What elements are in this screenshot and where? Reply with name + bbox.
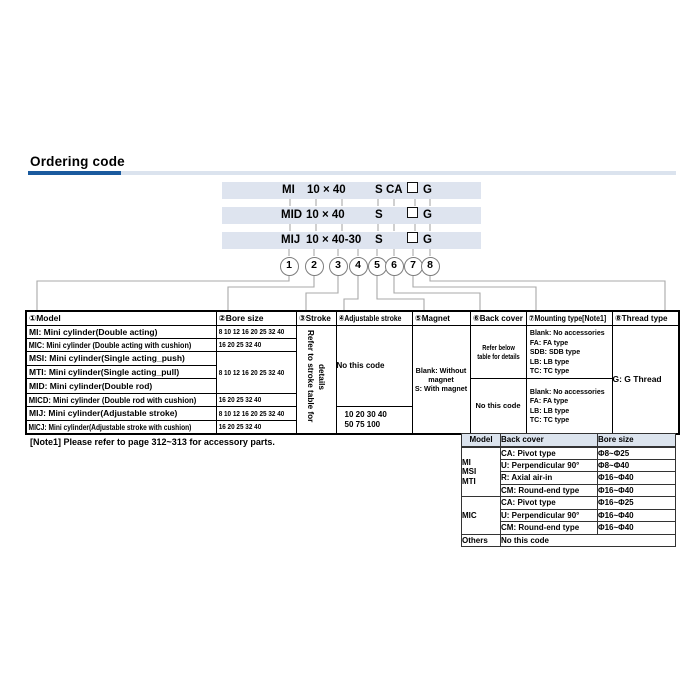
thread-type-cell: G: G Thread bbox=[611, 324, 680, 434]
connector-2 bbox=[227, 276, 315, 310]
code-thread: G bbox=[423, 184, 432, 196]
back-cover-accessory-table: Model Back cover Bore size MI MSI MTI CA… bbox=[461, 433, 676, 547]
bore-cell: 16 20 25 32 40 bbox=[215, 420, 297, 434]
code-thread: G bbox=[423, 234, 432, 246]
title-underline bbox=[28, 171, 676, 175]
adjustable-stroke-values-cell: 10 20 30 40 50 75 100 bbox=[335, 405, 413, 434]
acc-row-others: Others No this code bbox=[461, 533, 676, 547]
table-row-mti: MTI: Mini cylinder(Single acting_pull) bbox=[25, 365, 679, 379]
model-cell: MICD: Mini cylinder (Double rod with cus… bbox=[25, 392, 217, 407]
connector-3 bbox=[305, 276, 339, 310]
code-bore-stroke: 10 × 40-30 bbox=[306, 234, 362, 246]
header-model: ①Model bbox=[25, 310, 217, 326]
acc-header-model: Model bbox=[461, 433, 501, 448]
code-magnet: S bbox=[375, 209, 383, 221]
model-cell: MID: Mini cylinder(Double rod) bbox=[25, 378, 217, 394]
header-mounting-type: ⑦Mounting type[Note1] bbox=[525, 310, 613, 326]
footnote: [Note1] Please refer to page 312~313 for… bbox=[30, 437, 275, 447]
table-row-micd: MICD: Mini cylinder (Double rod with cus… bbox=[25, 392, 679, 407]
accessory-header-row: Model Back cover Bore size bbox=[461, 433, 676, 448]
model-cell: MICJ: Mini cylinder(Adjustable stroke wi… bbox=[25, 420, 217, 434]
code-bore-stroke: 10 × 40 bbox=[306, 209, 345, 221]
code-column-ticks bbox=[288, 199, 431, 256]
header-bore-size: ②Bore size bbox=[215, 310, 297, 326]
mounting-placeholder-box bbox=[407, 232, 418, 243]
order-code-row-1: MI 10 × 40 S CA G bbox=[222, 182, 481, 199]
connector-7 bbox=[412, 276, 537, 310]
mounting-type-bottom-cell: Blank: No accessories FA: FA type LB: LB… bbox=[525, 378, 613, 434]
callout-circle-1: 1 bbox=[279, 257, 299, 276]
callout-circle-2: 2 bbox=[304, 257, 324, 276]
callout-circle-3: 3 bbox=[328, 257, 348, 276]
code-model: MI bbox=[282, 184, 295, 196]
header-thread-type: ⑧Thread type bbox=[611, 310, 680, 326]
title-underline-accent bbox=[28, 171, 121, 175]
table-row-mi: MI: Mini cylinder(Double acting) 8 10 12… bbox=[25, 324, 680, 434]
bore-cell: 8 10 12 16 20 25 32 40 bbox=[215, 405, 297, 421]
bore-cell-merged: 8 10 12 16 20 25 32 40 bbox=[215, 350, 297, 394]
table-row-msi: MSI: Mini cylinder(Single acting_push) 8… bbox=[25, 350, 679, 394]
bore-cell: 16 20 25 32 40 bbox=[215, 392, 297, 407]
table-row-mij: MIJ: Mini cylinder(Adjustable stroke) 8 … bbox=[25, 405, 679, 434]
code-back-cover: CA bbox=[386, 184, 403, 196]
connector-6 bbox=[393, 276, 481, 310]
table-row-micj: MICJ: Mini cylinder(Adjustable stroke wi… bbox=[25, 420, 679, 434]
callout-circle-7: 7 bbox=[403, 257, 423, 276]
stroke-cell: Refer to stroke table for details bbox=[295, 324, 337, 434]
main-table-header-row: ①Model ②Bore size ③Stroke ④Adjustable st… bbox=[25, 310, 680, 326]
mounting-placeholder-box bbox=[407, 182, 418, 193]
back-cover-refer-cell: Refer below table for details bbox=[469, 324, 527, 379]
table-row-mid: MID: Mini cylinder(Double rod) No this c… bbox=[25, 378, 679, 434]
page-title: Ordering code bbox=[30, 154, 125, 169]
code-magnet: S bbox=[375, 234, 383, 246]
model-cell: MIJ: Mini cylinder(Adjustable stroke) bbox=[25, 405, 217, 421]
mounting-placeholder-box bbox=[407, 207, 418, 218]
connector-4 bbox=[343, 276, 359, 310]
ordering-code-table: ①Model ②Bore size ③Stroke ④Adjustable st… bbox=[25, 310, 680, 435]
acc-header-bore-size: Bore size bbox=[597, 433, 676, 448]
back-cover-none-cell: No this code bbox=[469, 378, 527, 434]
callout-circle-6: 6 bbox=[384, 257, 404, 276]
acc-model-group-mi-msi-mti: MI MSI MTI bbox=[461, 446, 501, 497]
callout-circle-8: 8 bbox=[420, 257, 440, 276]
model-cell: MSI: Mini cylinder(Single acting_push) bbox=[25, 350, 217, 366]
acc-row: U: Perpendicular 90° Φ16~Φ40 bbox=[462, 508, 676, 522]
header-stroke: ③Stroke bbox=[295, 310, 337, 326]
order-code-row-3: MIJ 10 × 40-30 S G bbox=[222, 232, 481, 249]
model-cell: MI: Mini cylinder(Double acting) bbox=[25, 324, 217, 339]
header-back-cover: ⑥Back cover bbox=[469, 310, 527, 326]
model-cell: MTI: Mini cylinder(Single acting_pull) bbox=[25, 365, 217, 379]
order-code-row-2: MID 10 × 40 S G bbox=[222, 207, 481, 224]
code-bore-stroke: 10 × 40 bbox=[307, 184, 346, 196]
adjustable-stroke-none-cell: No this code bbox=[335, 324, 413, 407]
code-model: MIJ bbox=[281, 234, 301, 246]
code-model: MID bbox=[281, 209, 303, 221]
connector-5 bbox=[376, 276, 425, 310]
header-adjustable-stroke: ④Adjustable stroke bbox=[335, 310, 413, 326]
header-magnet: ⑤Magnet bbox=[411, 310, 471, 326]
bore-cell: 8 10 12 16 20 25 32 40 bbox=[215, 324, 297, 339]
acc-model-group-mic: MIC bbox=[461, 496, 501, 535]
mounting-type-top-cell: Blank: No accessories FA: FA type SDB: S… bbox=[525, 324, 613, 379]
connector-8 bbox=[429, 276, 666, 310]
acc-header-back-cover: Back cover bbox=[500, 433, 598, 448]
code-thread: G bbox=[423, 209, 432, 221]
acc-row: MI MSI MTI CA: Pivot type Φ8~Φ25 bbox=[461, 446, 676, 497]
callout-circle-4: 4 bbox=[348, 257, 368, 276]
acc-model-others: Others bbox=[461, 533, 501, 547]
magnet-cell: Blank: Without magnet S: With magnet bbox=[411, 324, 471, 434]
callout-circle-5: 5 bbox=[367, 257, 387, 276]
acc-row: MIC CA: Pivot type Φ16~Φ25 bbox=[461, 496, 676, 535]
model-cell: MIC: Mini cylinder (Double acting with c… bbox=[25, 337, 217, 352]
connector-1 bbox=[36, 276, 290, 310]
code-magnet: S bbox=[375, 184, 383, 196]
bore-cell: 16 20 25 32 40 bbox=[215, 337, 297, 352]
